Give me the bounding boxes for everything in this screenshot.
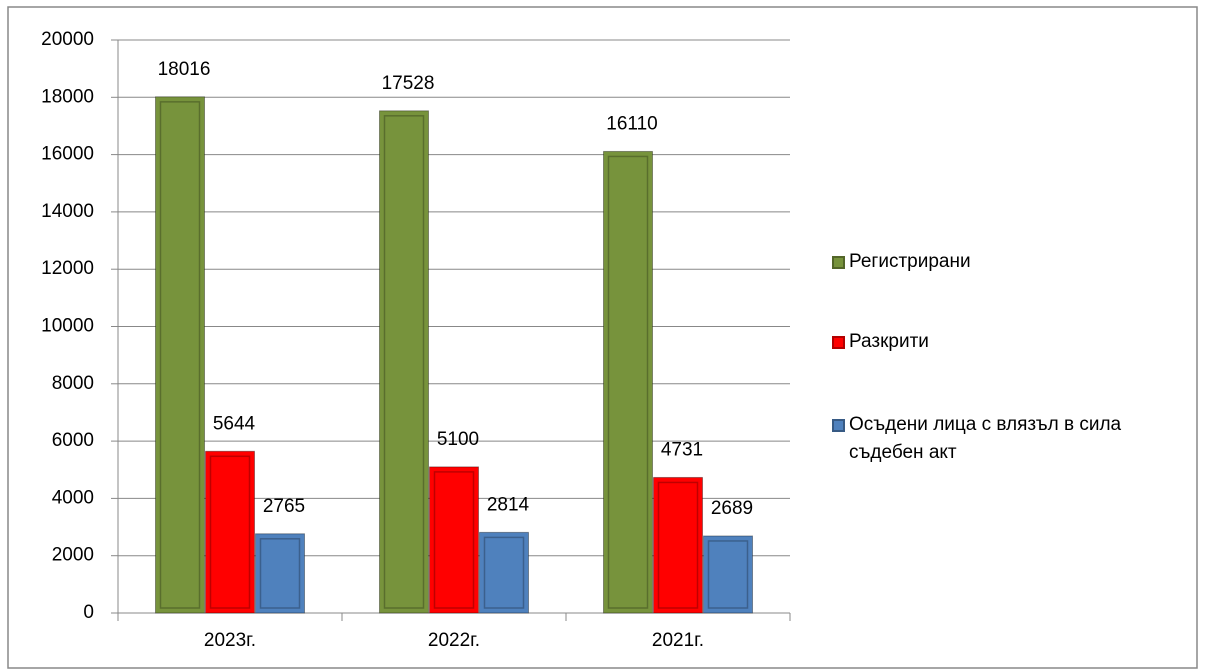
bar-bevel (607, 155, 649, 609)
y-tick-label: 8000 (52, 373, 94, 394)
x-tick-label: 2022г. (428, 630, 480, 651)
value-label: 18016 (158, 59, 211, 80)
value-label: 16110 (606, 113, 657, 134)
bar-bevel (383, 115, 425, 609)
y-tick-label: 18000 (41, 86, 94, 107)
y-tick-label: 14000 (41, 201, 94, 222)
x-tick-label: 2021г. (652, 630, 704, 651)
y-tick-label: 2000 (52, 545, 94, 566)
bar-bevel (483, 536, 525, 609)
legend-item: Регистрирани (832, 248, 1192, 276)
legend-label: Осъдени лица с влязъл в сила съдебен акт (849, 414, 1122, 463)
bar (479, 531, 529, 614)
legend-item: Разкрити (832, 328, 1192, 356)
bar-bevel (707, 540, 749, 609)
value-label: 2814 (487, 494, 530, 515)
bar (603, 150, 653, 614)
y-tick-label: 20000 (41, 29, 94, 50)
legend-swatch (832, 336, 845, 349)
value-label: 4731 (661, 439, 703, 460)
value-label: 2765 (263, 496, 305, 517)
bar (703, 535, 753, 614)
y-tick-label: 10000 (41, 316, 94, 337)
x-tick-label: 2023г. (204, 630, 256, 651)
bar-bevel (657, 481, 699, 609)
legend-swatch (832, 419, 845, 432)
y-tick-label: 12000 (41, 258, 94, 279)
legend-item: Осъдени лица с влязъл в сила съдебен акт (832, 411, 1192, 467)
legend-label: Регистрирани (849, 251, 971, 272)
bar (429, 466, 479, 614)
bar (653, 476, 703, 614)
bar-bevel (209, 455, 251, 609)
y-tick-label: 16000 (41, 144, 94, 165)
bar-bevel (159, 101, 201, 609)
bar (379, 110, 429, 614)
value-label: 17528 (382, 73, 435, 94)
value-label: 2689 (711, 498, 753, 519)
y-tick-label: 6000 (52, 430, 94, 451)
value-label: 5100 (437, 429, 479, 450)
legend-label: Разкрити (849, 331, 929, 352)
y-tick-label: 4000 (52, 487, 94, 508)
bar-bevel (433, 471, 475, 609)
bar (155, 96, 205, 614)
bar (255, 533, 305, 614)
legend-swatch (832, 256, 845, 269)
y-tick-label: 0 (83, 602, 94, 623)
bar-bevel (259, 538, 301, 609)
value-label: 5644 (213, 413, 256, 434)
bar (205, 450, 255, 614)
